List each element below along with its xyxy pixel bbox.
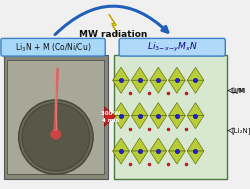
- Polygon shape: [131, 103, 148, 116]
- Polygon shape: [112, 67, 129, 80]
- Polygon shape: [108, 14, 118, 35]
- Polygon shape: [186, 103, 203, 116]
- Polygon shape: [149, 116, 166, 129]
- Polygon shape: [131, 151, 148, 164]
- Polygon shape: [112, 80, 129, 93]
- Circle shape: [23, 105, 88, 170]
- Text: Li/M: Li/M: [231, 88, 245, 94]
- Text: [Li₂N]: [Li₂N]: [231, 127, 250, 134]
- Polygon shape: [186, 116, 203, 129]
- Polygon shape: [186, 80, 203, 93]
- Text: 4 min: 4 min: [102, 118, 119, 123]
- Circle shape: [18, 100, 93, 174]
- Polygon shape: [112, 103, 129, 116]
- Text: MW radiation: MW radiation: [79, 30, 147, 39]
- Polygon shape: [168, 151, 184, 164]
- Polygon shape: [186, 67, 203, 80]
- Polygon shape: [168, 116, 184, 129]
- Polygon shape: [112, 116, 129, 129]
- Polygon shape: [149, 67, 166, 80]
- Polygon shape: [186, 151, 203, 164]
- Polygon shape: [168, 103, 184, 116]
- FancyArrowPatch shape: [104, 107, 115, 126]
- Polygon shape: [186, 138, 203, 151]
- Polygon shape: [168, 67, 184, 80]
- Polygon shape: [168, 80, 184, 93]
- Polygon shape: [112, 138, 129, 151]
- FancyBboxPatch shape: [4, 55, 108, 179]
- Polygon shape: [149, 80, 166, 93]
- Polygon shape: [131, 138, 148, 151]
- FancyBboxPatch shape: [8, 60, 104, 174]
- Polygon shape: [149, 151, 166, 164]
- Circle shape: [51, 130, 60, 139]
- Text: $\mathit{Li}_{3\!-\!x\!-\!y}\mathit{M}_x\mathit{N}$: $\mathit{Li}_{3\!-\!x\!-\!y}\mathit{M}_x…: [146, 41, 197, 54]
- FancyBboxPatch shape: [119, 38, 224, 56]
- Polygon shape: [112, 151, 129, 164]
- Text: Li/M: Li/M: [230, 88, 244, 94]
- Text: Li$_3$N + M (Co/Ni/Cu): Li$_3$N + M (Co/Ni/Cu): [15, 41, 91, 54]
- Polygon shape: [168, 138, 184, 151]
- FancyBboxPatch shape: [1, 38, 105, 56]
- Polygon shape: [149, 103, 166, 116]
- Polygon shape: [131, 67, 148, 80]
- Polygon shape: [131, 80, 148, 93]
- Text: 300 W: 300 W: [101, 111, 120, 116]
- Polygon shape: [131, 116, 148, 129]
- FancyBboxPatch shape: [113, 55, 226, 179]
- Polygon shape: [149, 138, 166, 151]
